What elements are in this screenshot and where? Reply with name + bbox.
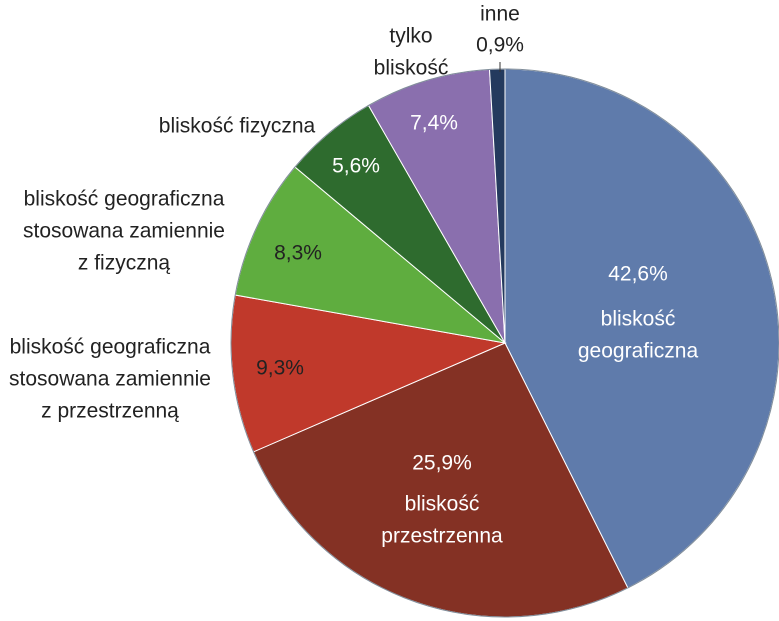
slice-category-label-1: bliskość bbox=[601, 308, 676, 331]
slice-category-label-2: przestrzenna bbox=[381, 525, 503, 548]
slice-category-label-2: bliskość bbox=[405, 493, 480, 516]
pie-labels: 42,6% bliskość geograficzna 25,9% bliskość pr… bbox=[9, 3, 698, 548]
slice-category-label-7: inne bbox=[480, 3, 520, 26]
pie-slices bbox=[230, 68, 779, 618]
slice-category-label-1: geograficzna bbox=[578, 340, 699, 363]
slice-value-label-1: 42,6% bbox=[608, 263, 668, 286]
slice-value-label-7: 0,9% bbox=[476, 34, 524, 57]
slice-category-label-3: z przestrzenną bbox=[41, 400, 179, 423]
slice-category-label-6: tylko bbox=[389, 25, 432, 48]
slice-category-label-6: bliskość bbox=[374, 57, 449, 80]
slice-value-label-6: 7,4% bbox=[410, 112, 458, 135]
slice-category-label-4: stosowana zamiennie bbox=[23, 220, 225, 243]
slice-category-label-5: bliskość fizyczna bbox=[159, 115, 316, 138]
slice-category-label-3: bliskość geograficzna bbox=[10, 336, 211, 359]
slice-value-label-5: 5,6% bbox=[332, 155, 380, 178]
slice-category-label-4: z fizyczną bbox=[78, 252, 171, 275]
slice-value-label-2: 25,9% bbox=[412, 452, 472, 475]
slice-value-label-4: 8,3% bbox=[274, 242, 322, 265]
pie-outline bbox=[230, 68, 779, 618]
slice-value-label-3: 9,3% bbox=[256, 357, 304, 380]
slice-category-label-3: stosowana zamiennie bbox=[9, 368, 211, 391]
slice-category-label-4: bliskość geograficzna bbox=[24, 188, 225, 211]
